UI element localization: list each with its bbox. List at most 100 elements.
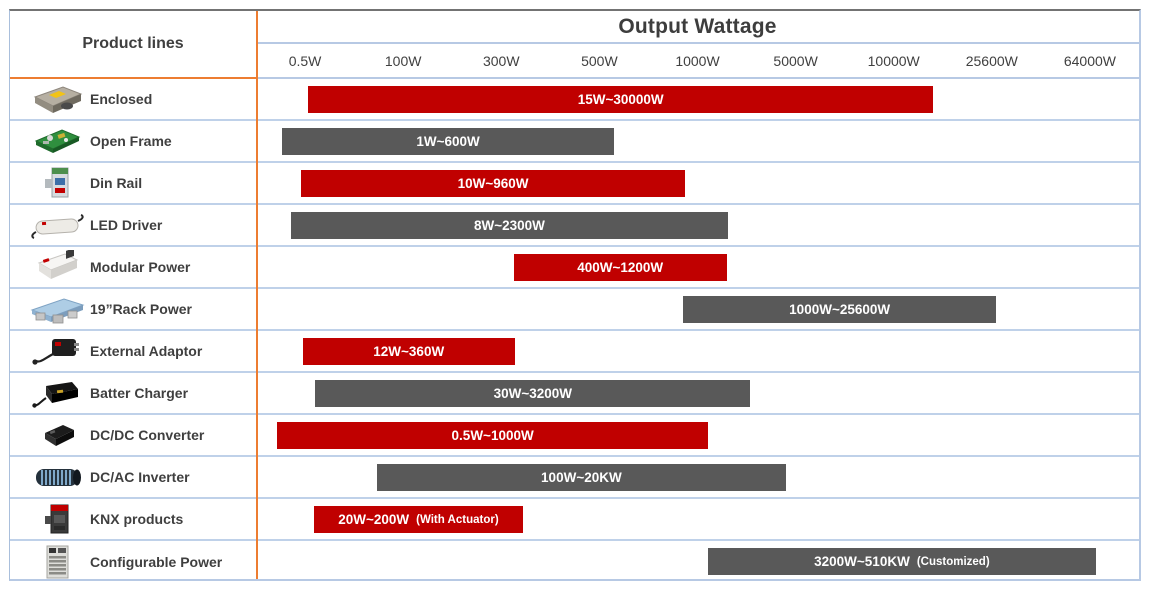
product-label: Open Frame bbox=[90, 133, 172, 149]
product-cell: External Adaptor bbox=[10, 331, 256, 371]
wattage-cell: 12W~360W bbox=[256, 331, 1139, 371]
enclosed-psu-icon bbox=[24, 82, 90, 116]
table-row: Batter Charger 30W~3200W bbox=[10, 373, 1139, 415]
wattage-range-bar: 3200W~510KW (Customized) bbox=[708, 548, 1096, 575]
table-row: Modular Power 400W~1200W bbox=[10, 247, 1139, 289]
knx-product-icon bbox=[24, 502, 90, 536]
axis-tick: 0.5W bbox=[288, 52, 322, 69]
wattage-cell: 400W~1200W bbox=[256, 247, 1139, 287]
chart-title: Output Wattage bbox=[256, 11, 1139, 44]
wattage-range-bar: 400W~1200W bbox=[513, 254, 727, 281]
wattage-range-bar: 20W~200W (With Actuator) bbox=[314, 506, 523, 533]
vertical-divider bbox=[256, 11, 258, 579]
wattage-cell: 10W~960W bbox=[256, 163, 1139, 203]
wattage-range-label: 8W~2300W bbox=[473, 218, 545, 233]
wattage-range-bar: 30W~3200W bbox=[315, 380, 751, 407]
product-cell: Modular Power bbox=[10, 247, 256, 287]
wattage-cell: 0.5W~1000W bbox=[256, 415, 1139, 455]
table-header: Product lines Output Wattage 0.5W 100W 300… bbox=[10, 11, 1139, 79]
table-row: DC/AC Inverter 100W~20KW bbox=[10, 457, 1139, 499]
table-body: Enclosed 15W~30000W Open Frame 1W~600W Din R… bbox=[10, 79, 1139, 583]
table-row: Open Frame 1W~600W bbox=[10, 121, 1139, 163]
table-row: Din Rail 10W~960W bbox=[10, 163, 1139, 205]
product-lines-header-cell: Product lines bbox=[10, 11, 256, 79]
table-row: 19”Rack Power 1000W~25600W bbox=[10, 289, 1139, 331]
axis-tick: 5000W bbox=[773, 52, 818, 69]
product-label: Modular Power bbox=[90, 259, 191, 275]
product-cell: Batter Charger bbox=[10, 373, 256, 413]
wattage-range-bar: 8W~2300W bbox=[291, 212, 728, 239]
axis-tick: 1000W bbox=[675, 52, 720, 69]
wattage-range-label: 400W~1200W bbox=[577, 260, 664, 275]
dcac-inverter-icon bbox=[24, 460, 90, 494]
wattage-range-label: 20W~200W bbox=[338, 512, 410, 527]
wattage-range-note: (With Actuator) bbox=[416, 513, 499, 526]
wattage-cell: 100W~20KW bbox=[256, 457, 1139, 497]
wattage-range-bar: 15W~30000W bbox=[308, 86, 934, 113]
product-cell: 19”Rack Power bbox=[10, 289, 256, 329]
table-row: LED Driver 8W~2300W bbox=[10, 205, 1139, 247]
wattage-cell: 20W~200W (With Actuator) bbox=[256, 499, 1139, 539]
chart-header-cell: Output Wattage 0.5W 100W 300W 500W 1000W 5000… bbox=[256, 11, 1139, 79]
wattage-range-label: 0.5W~1000W bbox=[451, 428, 534, 443]
wattage-range-bar: 0.5W~1000W bbox=[277, 422, 709, 449]
open-frame-psu-icon bbox=[24, 124, 90, 158]
led-driver-icon bbox=[24, 208, 90, 242]
axis-tick: 25600W bbox=[965, 52, 1018, 69]
product-label: 19”Rack Power bbox=[90, 301, 192, 317]
wattage-cell: 15W~30000W bbox=[256, 79, 1139, 119]
product-cell: KNX products bbox=[10, 499, 256, 539]
table-row: Enclosed 15W~30000W bbox=[10, 79, 1139, 121]
product-label: External Adaptor bbox=[90, 343, 203, 359]
product-label: Enclosed bbox=[90, 91, 153, 107]
table-row: KNX products 20W~200W (With Actuator) bbox=[10, 499, 1139, 541]
din-rail-psu-icon bbox=[24, 166, 90, 200]
wattage-range-label: 12W~360W bbox=[373, 344, 445, 359]
product-cell: Enclosed bbox=[10, 79, 256, 119]
product-label: Batter Charger bbox=[90, 385, 189, 401]
wattage-cell: 1000W~25600W bbox=[256, 289, 1139, 329]
product-lines-header-label: Product lines bbox=[82, 35, 184, 52]
axis-tick: 500W bbox=[581, 52, 618, 69]
wattage-range-label: 15W~30000W bbox=[577, 92, 664, 107]
wattage-range-label: 1000W~25600W bbox=[789, 302, 891, 317]
product-label: LED Driver bbox=[90, 217, 163, 233]
wattage-range-label: 3200W~510KW bbox=[814, 554, 910, 569]
wattage-cell: 30W~3200W bbox=[256, 373, 1139, 413]
battery-charger-icon bbox=[24, 376, 90, 410]
external-adaptor-icon bbox=[24, 334, 90, 368]
wattage-table: Product lines Output Wattage 0.5W 100W 300… bbox=[9, 9, 1141, 581]
product-cell: DC/AC Inverter bbox=[10, 457, 256, 497]
product-label: Din Rail bbox=[90, 175, 143, 191]
table-row: Configurable Power 3200W~510KW (Customized… bbox=[10, 541, 1139, 583]
wattage-range-label: 100W~20KW bbox=[541, 470, 622, 485]
wattage-range-bar: 1W~600W bbox=[281, 128, 615, 155]
wattage-range-label: 1W~600W bbox=[416, 134, 480, 149]
wattage-range-bar: 10W~960W bbox=[301, 170, 686, 197]
modular-power-icon bbox=[24, 250, 90, 284]
wattage-range-bar: 1000W~25600W bbox=[683, 296, 996, 323]
wattage-range-label: 10W~960W bbox=[457, 176, 529, 191]
axis-tick: 10000W bbox=[867, 52, 920, 69]
axis-tick: 64000W bbox=[1063, 52, 1116, 69]
configurable-power-icon bbox=[24, 544, 90, 580]
dcdc-converter-icon bbox=[24, 418, 90, 452]
product-label: Configurable Power bbox=[90, 554, 223, 570]
wattage-range-bar: 100W~20KW bbox=[376, 464, 786, 491]
product-label: DC/AC Inverter bbox=[90, 469, 190, 485]
table-row: DC/DC Converter 0.5W~1000W bbox=[10, 415, 1139, 457]
wattage-cell: 8W~2300W bbox=[256, 205, 1139, 245]
product-label: DC/DC Converter bbox=[90, 427, 205, 443]
product-cell: Open Frame bbox=[10, 121, 256, 161]
product-label: KNX products bbox=[90, 511, 184, 527]
x-axis: 0.5W 100W 300W 500W 1000W 5000W 10000W 25600W 64… bbox=[256, 44, 1139, 77]
wattage-range-bar: 12W~360W bbox=[302, 338, 515, 365]
product-cell: Din Rail bbox=[10, 163, 256, 203]
wattage-cell: 1W~600W bbox=[256, 121, 1139, 161]
product-cell: LED Driver bbox=[10, 205, 256, 245]
wattage-range-note: (Customized) bbox=[916, 555, 990, 568]
product-cell: DC/DC Converter bbox=[10, 415, 256, 455]
axis-tick: 300W bbox=[482, 52, 520, 69]
wattage-range-label: 30W~3200W bbox=[493, 386, 573, 401]
rack-power-icon bbox=[24, 292, 90, 326]
